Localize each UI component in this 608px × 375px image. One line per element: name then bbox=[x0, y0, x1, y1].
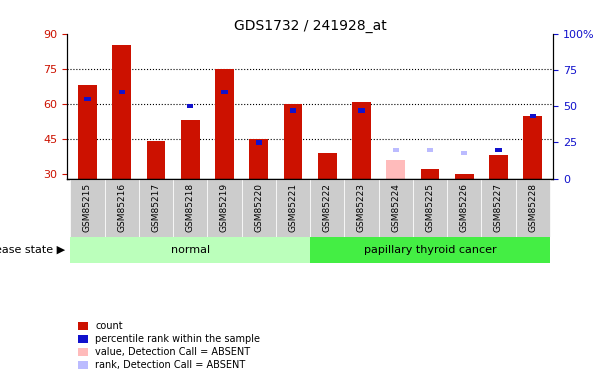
Bar bbox=[221, 90, 227, 94]
Text: papillary thyroid cancer: papillary thyroid cancer bbox=[364, 244, 496, 255]
Bar bbox=[496, 148, 502, 152]
Text: GSM85217: GSM85217 bbox=[151, 183, 161, 232]
Bar bbox=[283, 104, 302, 179]
Text: normal: normal bbox=[171, 244, 210, 255]
Text: GSM85221: GSM85221 bbox=[288, 183, 297, 232]
Text: disease state ▶: disease state ▶ bbox=[0, 244, 64, 255]
Bar bbox=[310, 179, 344, 237]
Text: GSM85222: GSM85222 bbox=[323, 183, 332, 232]
Text: GSM85216: GSM85216 bbox=[117, 183, 126, 232]
Bar bbox=[318, 153, 337, 179]
Bar bbox=[358, 108, 365, 113]
Bar bbox=[255, 140, 262, 145]
Title: GDS1732 / 241928_at: GDS1732 / 241928_at bbox=[233, 19, 387, 33]
Text: GSM85225: GSM85225 bbox=[426, 183, 435, 232]
Bar bbox=[310, 237, 550, 262]
Bar bbox=[105, 179, 139, 237]
Bar bbox=[393, 148, 399, 152]
Bar bbox=[427, 148, 433, 152]
Bar bbox=[215, 69, 234, 179]
Bar bbox=[523, 116, 542, 179]
Legend: count, percentile rank within the sample, value, Detection Call = ABSENT, rank, : count, percentile rank within the sample… bbox=[78, 321, 260, 370]
Bar bbox=[173, 179, 207, 237]
Bar bbox=[461, 150, 468, 155]
Bar bbox=[119, 90, 125, 94]
Text: GSM85219: GSM85219 bbox=[220, 183, 229, 232]
Bar bbox=[85, 97, 91, 101]
Bar bbox=[352, 102, 371, 179]
Bar bbox=[78, 85, 97, 179]
Bar bbox=[421, 170, 440, 179]
Bar bbox=[344, 179, 379, 237]
Text: GSM85224: GSM85224 bbox=[391, 183, 400, 232]
Bar bbox=[489, 155, 508, 179]
Bar bbox=[71, 179, 105, 237]
Text: GSM85228: GSM85228 bbox=[528, 183, 537, 232]
Bar bbox=[386, 160, 405, 179]
Bar bbox=[530, 114, 536, 118]
Bar bbox=[139, 179, 173, 237]
Bar bbox=[241, 179, 276, 237]
Text: GSM85218: GSM85218 bbox=[185, 183, 195, 232]
Text: GSM85227: GSM85227 bbox=[494, 183, 503, 232]
Text: GSM85223: GSM85223 bbox=[357, 183, 366, 232]
Bar bbox=[290, 108, 296, 113]
Bar bbox=[207, 179, 241, 237]
Bar bbox=[147, 141, 165, 179]
Bar bbox=[516, 179, 550, 237]
Bar bbox=[413, 179, 447, 237]
Text: GSM85215: GSM85215 bbox=[83, 183, 92, 232]
Bar bbox=[276, 179, 310, 237]
Bar bbox=[249, 139, 268, 179]
Bar bbox=[187, 104, 193, 108]
Bar bbox=[379, 179, 413, 237]
Text: GSM85220: GSM85220 bbox=[254, 183, 263, 232]
Bar bbox=[447, 179, 482, 237]
Bar bbox=[455, 174, 474, 179]
Bar bbox=[482, 179, 516, 237]
Bar bbox=[112, 45, 131, 179]
Text: GSM85226: GSM85226 bbox=[460, 183, 469, 232]
Bar bbox=[71, 237, 310, 262]
Bar bbox=[181, 120, 199, 179]
